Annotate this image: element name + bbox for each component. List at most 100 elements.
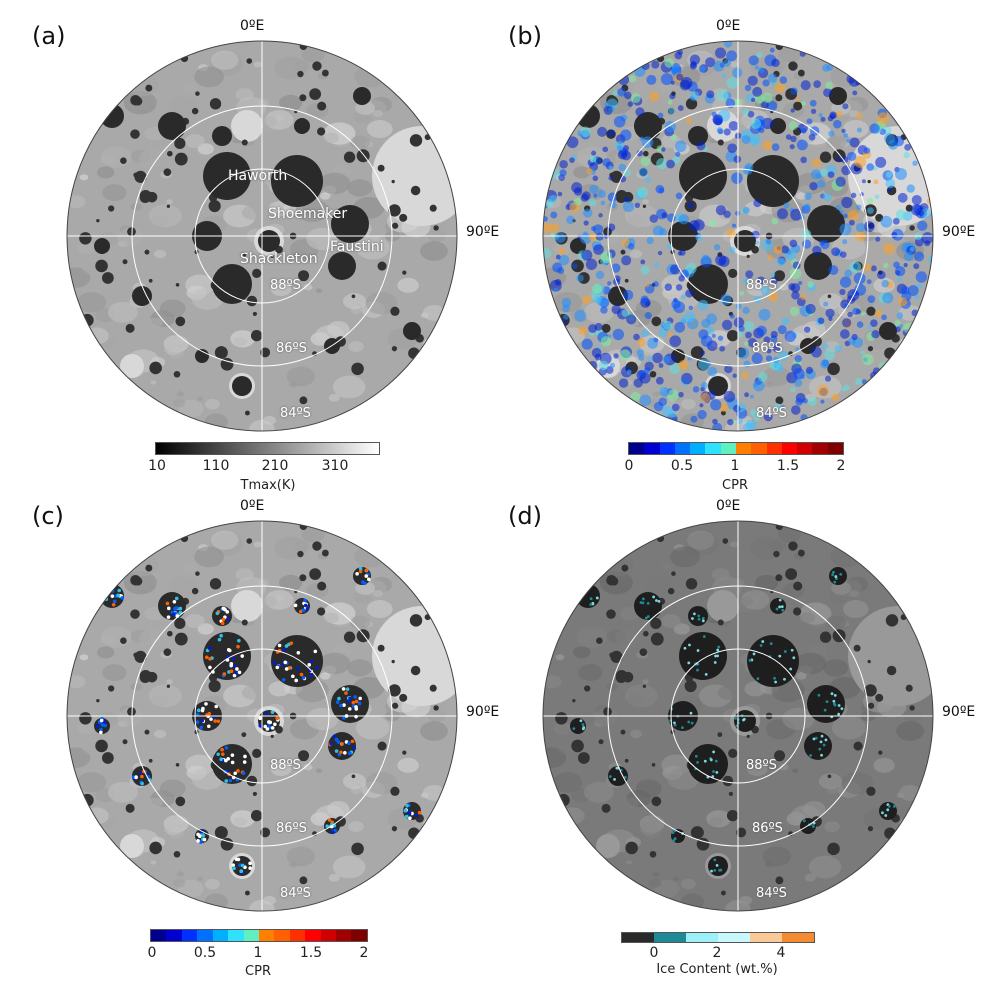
small-crater xyxy=(298,750,310,762)
ice-pixel xyxy=(774,680,778,684)
cpr-pixel xyxy=(299,672,304,677)
small-crater xyxy=(163,648,172,657)
cpr-pixel xyxy=(291,674,295,679)
cpr-pixel xyxy=(839,209,844,215)
terrain-patch xyxy=(127,74,159,97)
cpr-pixel xyxy=(895,326,901,333)
ice-pixel xyxy=(646,602,650,605)
small-crater xyxy=(102,752,114,764)
colorbar-tick: 0.5 xyxy=(670,458,694,474)
colorbar-segment xyxy=(197,930,213,941)
ice-pixel xyxy=(752,652,756,656)
cpr-pixel xyxy=(711,333,716,338)
cpr-pixel xyxy=(674,322,686,333)
cpr-pixel xyxy=(638,370,646,377)
ice-pixel xyxy=(840,707,844,711)
cpr-pixel xyxy=(743,360,751,368)
cpr-pixel xyxy=(844,269,853,278)
cpr-pixel xyxy=(726,50,738,62)
crater-rim xyxy=(231,110,263,142)
cpr-pixel xyxy=(765,355,773,362)
cpr-pixel xyxy=(706,90,715,99)
terrain-patch xyxy=(184,563,198,572)
cpr-pixel xyxy=(627,243,635,250)
terrain-patch xyxy=(138,628,167,648)
cpr-pixel xyxy=(749,137,759,146)
cpr-pixel xyxy=(588,198,597,207)
small-crater xyxy=(643,630,649,637)
terrain-patch xyxy=(230,330,255,348)
cpr-pixel xyxy=(591,347,602,358)
cpr-pixel xyxy=(685,117,693,125)
terrain-patch xyxy=(67,195,86,209)
terrain-patch xyxy=(627,694,644,707)
cpr-pixel xyxy=(165,601,170,606)
small-crater xyxy=(651,316,662,327)
cpr-pixel xyxy=(404,814,409,819)
small-crater xyxy=(788,541,798,551)
terrain-patch xyxy=(717,685,738,700)
terrain-patch xyxy=(102,184,127,202)
cpr-pixel xyxy=(818,113,823,118)
psr-crater xyxy=(331,685,369,723)
cpr-pixel xyxy=(892,217,900,225)
colorbar-segment xyxy=(336,930,352,941)
cpr-pixel xyxy=(720,294,732,306)
psr-crater xyxy=(158,592,186,620)
cpr-pixel xyxy=(781,317,790,326)
cpr-pixel xyxy=(802,239,812,249)
cpr-pixel xyxy=(835,204,842,211)
colorbar-label-cpr-b: CPR xyxy=(722,478,748,493)
terrain-patch xyxy=(196,396,204,401)
cpr-pixel xyxy=(202,837,207,842)
terrain-patch xyxy=(373,109,384,117)
terrain-patch xyxy=(172,878,186,888)
ice-pixel xyxy=(713,858,717,862)
cpr-pixel xyxy=(767,254,773,261)
cpr-pixel xyxy=(116,593,121,598)
ice-pixel xyxy=(886,808,890,812)
small-crater xyxy=(603,707,612,717)
terrain-patch xyxy=(373,589,384,597)
small-crater xyxy=(409,134,423,147)
colorbar-tick: 2 xyxy=(359,945,369,961)
terrain-patch xyxy=(627,214,644,227)
psr-crater xyxy=(403,322,421,340)
cpr-pixel xyxy=(856,321,864,328)
cpr-pixel xyxy=(667,332,673,338)
cpr-pixel xyxy=(824,375,832,382)
small-crater xyxy=(270,254,274,258)
cpr-pixel xyxy=(789,267,802,280)
grid-label-top: 0ºE xyxy=(716,498,741,514)
colorbar-tick: 10 xyxy=(148,458,166,474)
terrain-patch xyxy=(576,633,592,645)
terrain-patch xyxy=(301,526,325,543)
terrain-patch xyxy=(777,46,801,63)
cpr-pixel xyxy=(863,221,875,232)
cpr-pixel xyxy=(275,716,279,721)
terrain-patch xyxy=(713,521,728,529)
cpr-pixel xyxy=(856,112,863,120)
cpr-pixel xyxy=(213,719,217,723)
cpr-pixel xyxy=(802,397,808,404)
cpr-pixel xyxy=(763,336,771,344)
cpr-pixel xyxy=(240,654,245,658)
small-crater xyxy=(351,842,364,856)
cpr-pixel xyxy=(558,254,570,266)
cpr-pixel xyxy=(801,229,812,240)
terrain-patch xyxy=(652,391,661,397)
small-crater xyxy=(145,84,153,92)
small-crater xyxy=(102,272,114,284)
cpr-pixel xyxy=(756,325,767,337)
psr-crater xyxy=(688,264,728,304)
terrain-patch xyxy=(100,633,116,645)
small-crater xyxy=(108,685,115,692)
cpr-pixel xyxy=(589,155,597,163)
cpr-pixel xyxy=(841,196,853,209)
cpr-pixel xyxy=(735,210,740,216)
psr-crater xyxy=(804,252,832,280)
cpr-pixel xyxy=(272,660,276,665)
cpr-pixel xyxy=(798,281,803,286)
cpr-pixel xyxy=(120,596,125,600)
small-crater xyxy=(853,741,863,751)
